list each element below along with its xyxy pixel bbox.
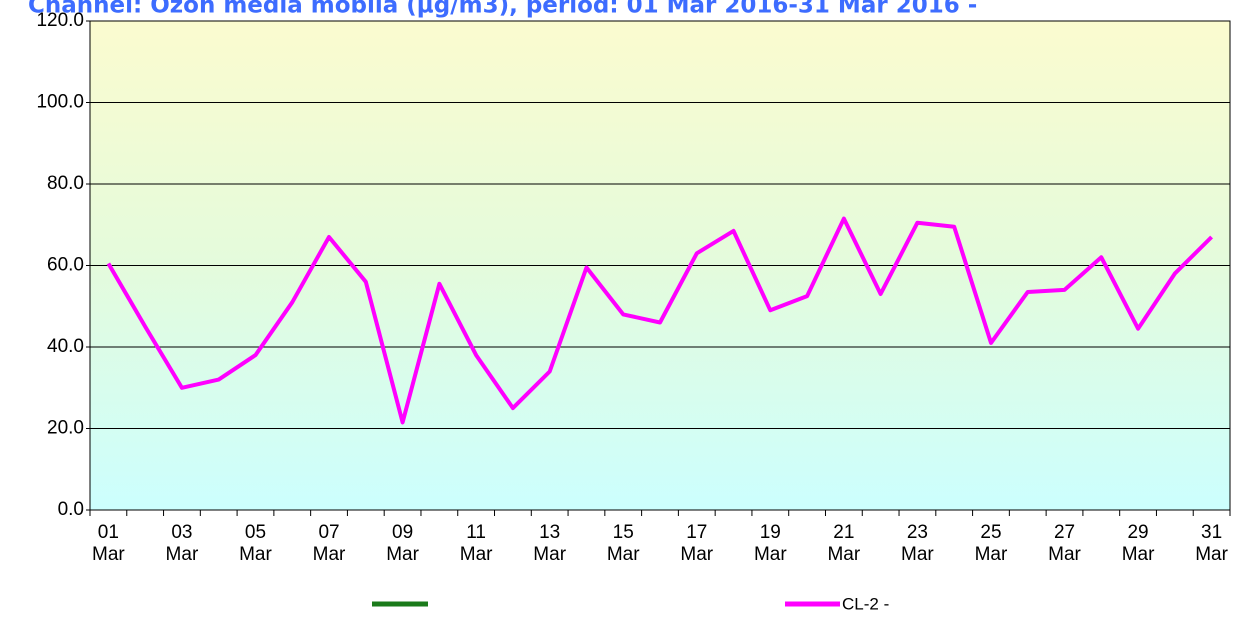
data-line [106, 216, 1214, 425]
x-tick-label: 29 Mar [1121, 522, 1155, 565]
y-tick-label: 120.0 [36, 10, 84, 31]
y-tick-label: 40.0 [47, 336, 84, 357]
x-tick-label: 17 Mar [680, 522, 714, 565]
y-tick-label: 20.0 [47, 418, 84, 439]
legend-label: CL-2 - [842, 594, 889, 613]
x-tick-label: 23 Mar [901, 522, 934, 565]
y-tick-label: 0.0 [58, 499, 84, 520]
x-tick-label: 07 Mar [312, 522, 346, 565]
y-tick-label: 80.0 [47, 173, 84, 194]
y-tick-label: 60.0 [47, 255, 84, 276]
x-tick-label: 11 Mar [459, 522, 493, 565]
x-tick-label: 25 Mar [974, 522, 1008, 565]
x-tick-label: 13 Mar [533, 522, 567, 565]
x-tick-label: 27 Mar [1048, 522, 1081, 565]
x-tick-label: 03 Mar [165, 522, 199, 565]
x-tick-label: 09 Mar [386, 522, 419, 565]
y-tick-label: 100.0 [36, 92, 84, 113]
x-tick-label: 01 Mar [92, 522, 125, 565]
x-tick-label: 15 Mar [606, 522, 640, 565]
x-tick-label: 19 Mar [753, 522, 787, 565]
chart-title: Channel: Ozon media mobila (µg/m3), peri… [28, 0, 977, 19]
x-tick-label: 05 Mar [239, 522, 272, 565]
x-tick-label: 31 Mar [1195, 522, 1228, 565]
x-tick-label: 21 Mar [827, 522, 861, 565]
